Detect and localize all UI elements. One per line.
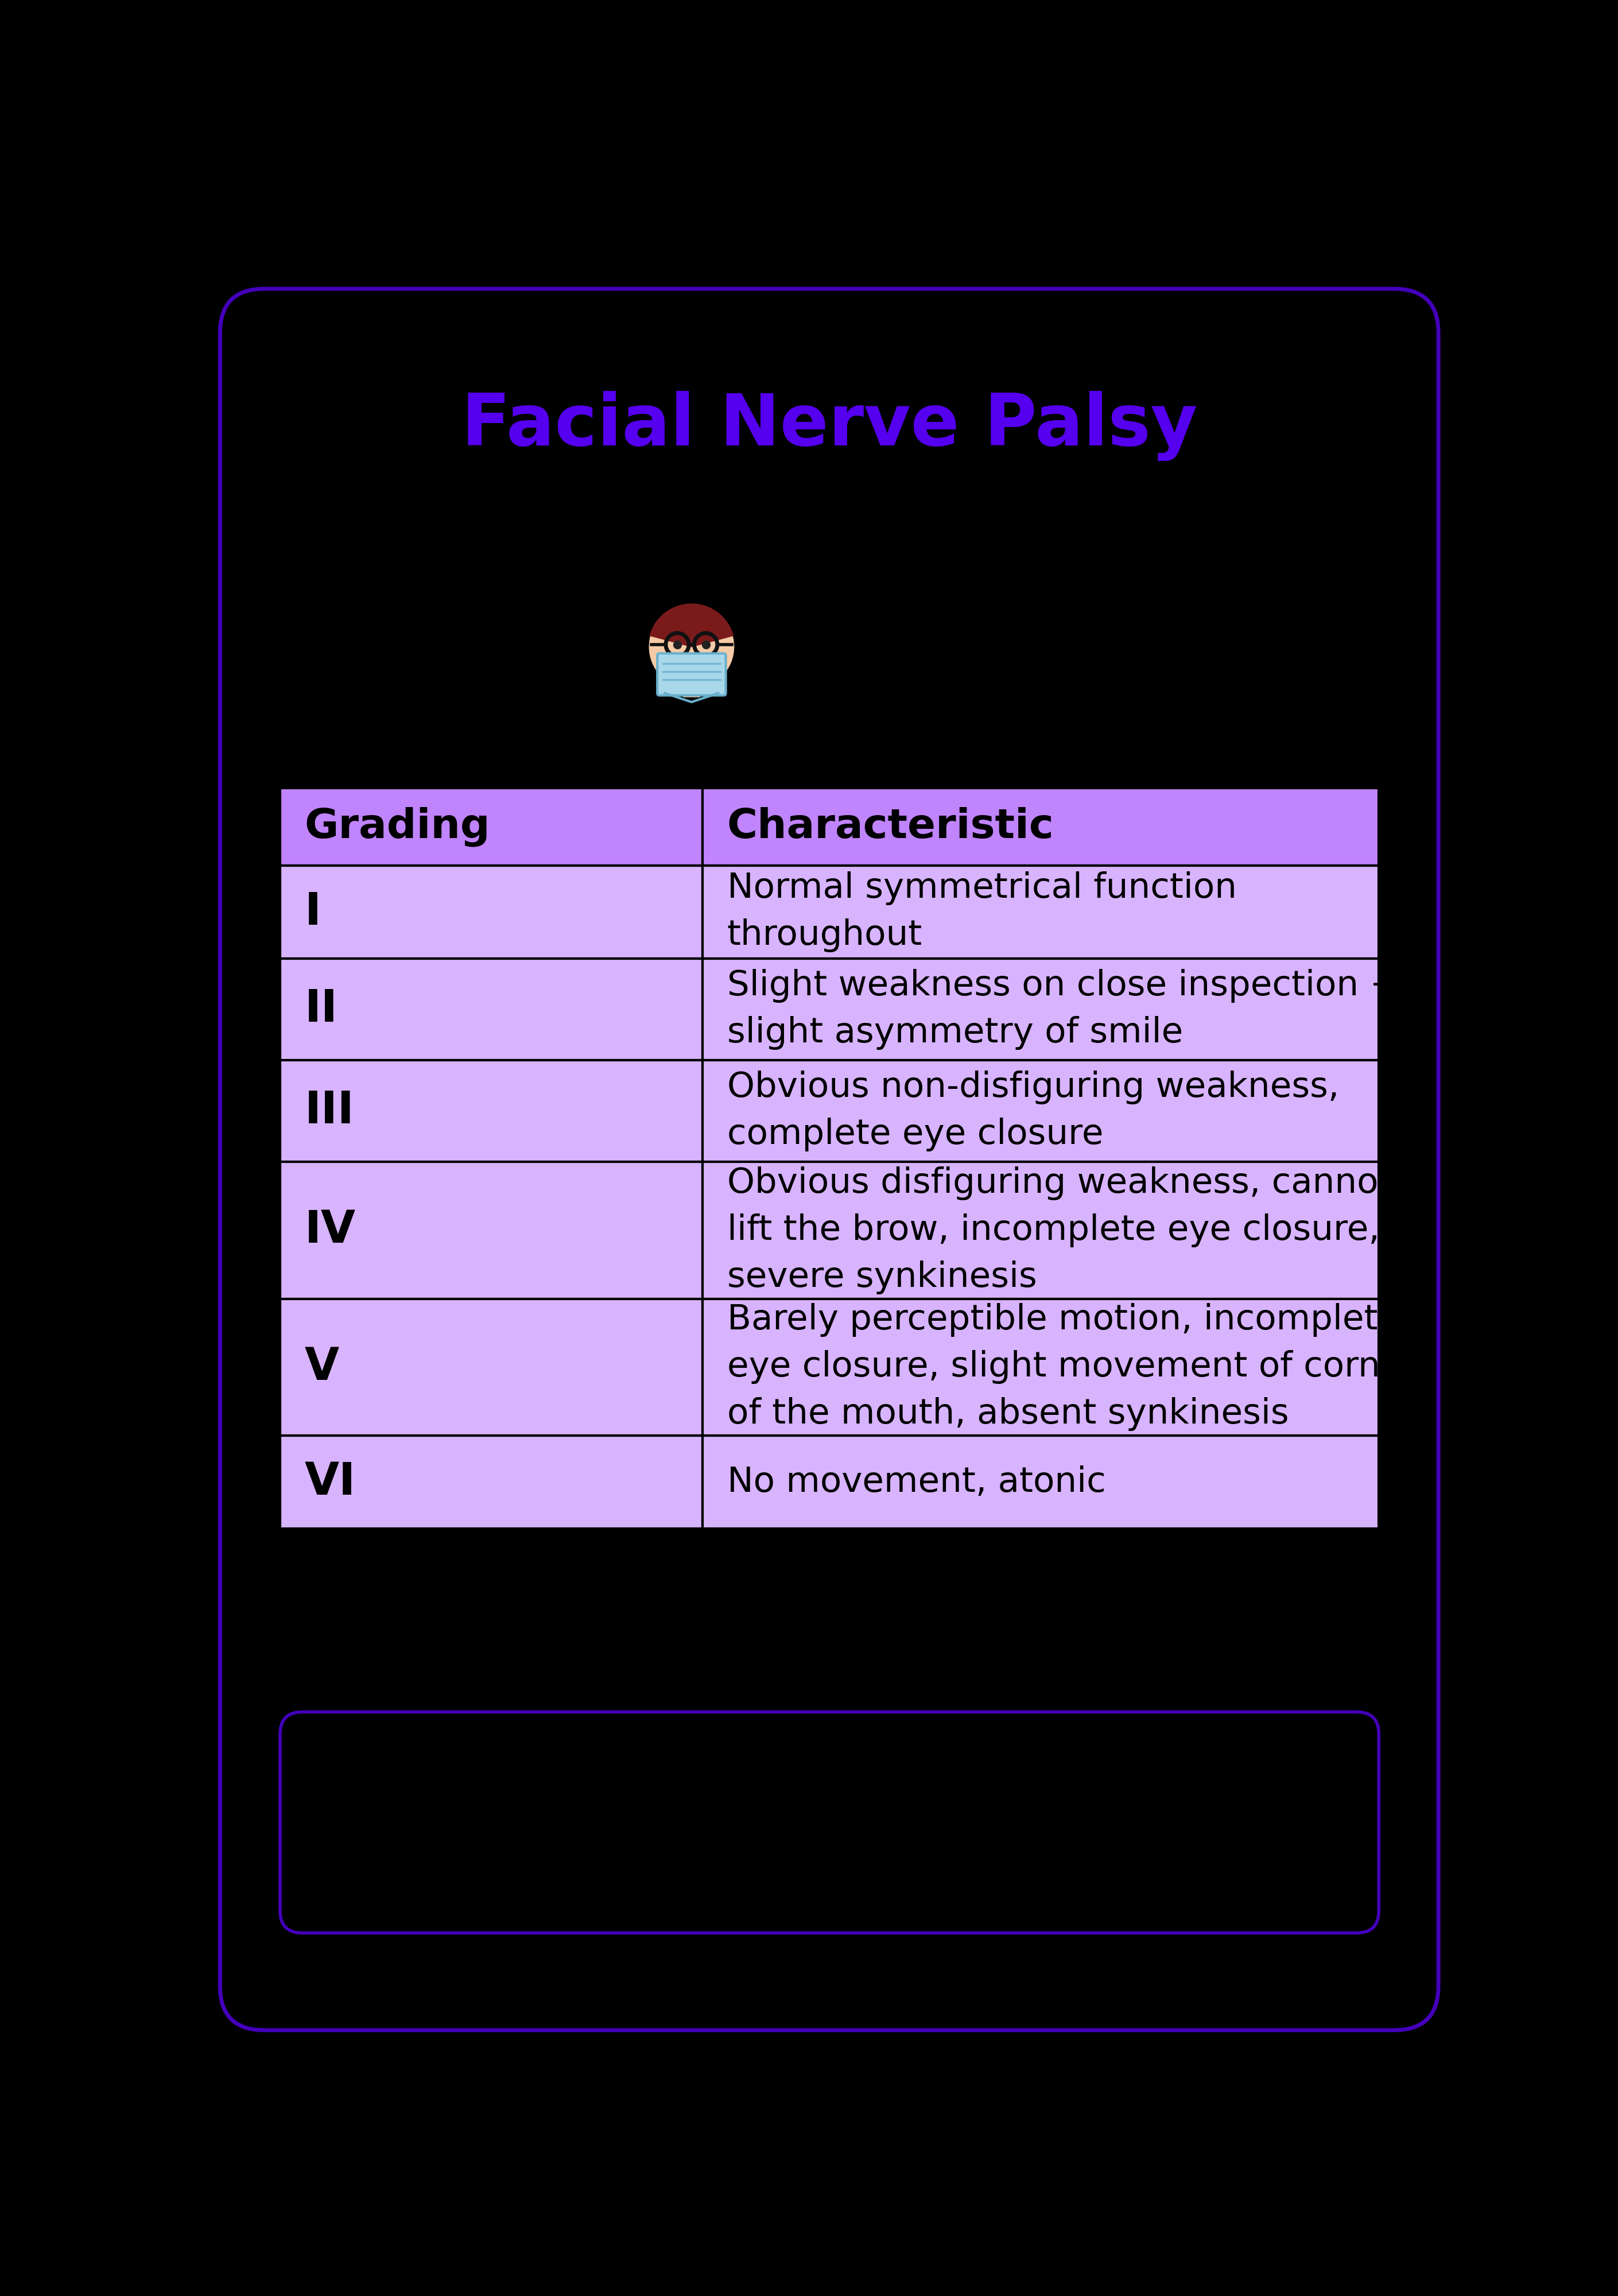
Text: Obvious non-disfiguring weakness,
complete eye closure: Obvious non-disfiguring weakness, comple… [726, 1070, 1340, 1150]
Text: Normal symmetrical function
throughout: Normal symmetrical function throughout [726, 872, 1236, 953]
FancyBboxPatch shape [280, 1061, 702, 1162]
Text: VI: VI [304, 1460, 356, 1504]
Text: IV: IV [304, 1208, 356, 1251]
Text: I: I [304, 891, 320, 934]
FancyBboxPatch shape [702, 788, 1379, 866]
FancyBboxPatch shape [280, 866, 702, 957]
Text: Obvious disfiguring weakness, cannot
lift the brow, incomplete eye closure,
seve: Obvious disfiguring weakness, cannot lif… [726, 1166, 1391, 1295]
Circle shape [649, 604, 735, 689]
FancyBboxPatch shape [702, 1435, 1379, 1529]
FancyBboxPatch shape [702, 866, 1379, 957]
Text: Characteristic: Characteristic [726, 808, 1055, 847]
FancyBboxPatch shape [702, 1061, 1379, 1162]
Text: Barely perceptible motion, incomplete
eye closure, slight movement of corner
of : Barely perceptible motion, incomplete ey… [726, 1304, 1416, 1430]
FancyBboxPatch shape [280, 1713, 1379, 1933]
Text: Grading: Grading [304, 806, 490, 847]
Wedge shape [650, 604, 733, 647]
Text: Facial Nerve Palsy: Facial Nerve Palsy [461, 390, 1197, 461]
Text: Slight weakness on close inspection +
slight asymmetry of smile: Slight weakness on close inspection + sl… [726, 969, 1400, 1049]
FancyBboxPatch shape [702, 1300, 1379, 1435]
Text: III: III [304, 1088, 354, 1132]
Text: II: II [304, 987, 338, 1031]
FancyBboxPatch shape [280, 1162, 702, 1300]
Text: No movement, atonic: No movement, atonic [726, 1465, 1105, 1499]
FancyBboxPatch shape [280, 788, 702, 866]
FancyBboxPatch shape [702, 957, 1379, 1061]
Text: V: V [304, 1345, 340, 1389]
FancyBboxPatch shape [280, 957, 702, 1061]
FancyBboxPatch shape [220, 289, 1438, 2030]
FancyBboxPatch shape [657, 654, 726, 696]
FancyBboxPatch shape [280, 1435, 702, 1529]
FancyBboxPatch shape [280, 1300, 702, 1435]
FancyBboxPatch shape [683, 684, 701, 698]
FancyBboxPatch shape [702, 1162, 1379, 1300]
